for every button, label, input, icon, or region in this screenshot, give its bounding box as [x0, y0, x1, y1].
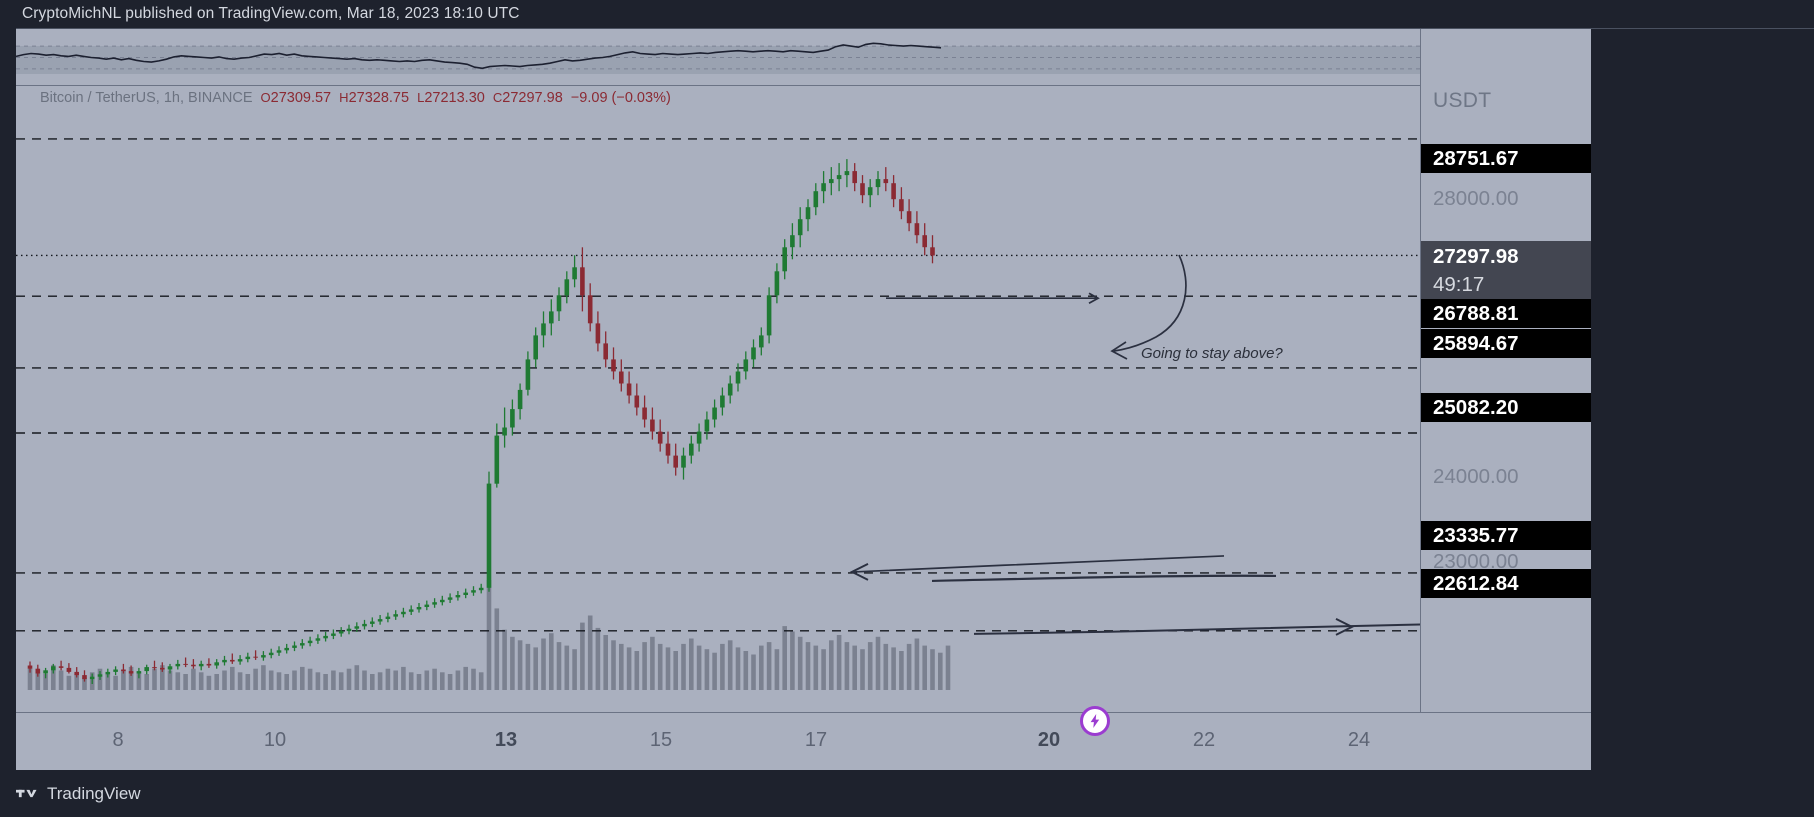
price-label-23000-00: 23000.00	[1433, 549, 1519, 573]
legend-close: 27297.98	[502, 90, 563, 106]
price-label-22612-84: 22612.84	[1421, 569, 1592, 598]
lightning-bolt-icon	[1090, 714, 1100, 728]
time-label-10: 10	[263, 729, 287, 751]
legend-ohlc: O27309.57 H27328.75 L27213.30 C27297.98 …	[261, 90, 671, 106]
bar-countdown: 49:17	[1433, 273, 1485, 296]
price-axis[interactable]: USDT 28751.67 28000.00 27297.98 49:17 26788.…	[1420, 29, 1592, 712]
right-gutter	[1591, 29, 1814, 771]
publication-credit: CryptoMichNL published on TradingView.co…	[22, 5, 520, 22]
tradingview-logo[interactable]: TradingView	[16, 784, 141, 804]
time-label-24: 24	[1347, 729, 1371, 751]
legend-close-key: C	[492, 90, 503, 105]
time-label-17: 17	[804, 729, 828, 751]
legend-open: 27309.57	[270, 90, 332, 106]
chart-legend[interactable]: Bitcoin / TetherUS, 1h, BINANCE O27309.57…	[40, 90, 671, 106]
legend-low: 27213.30	[424, 90, 485, 106]
time-label-20: 20	[1037, 729, 1061, 751]
price-pane	[16, 87, 1420, 712]
legend-symbol: Bitcoin / TetherUS, 1h, BINANCE	[40, 90, 253, 106]
price-label-25894-67: 25894.67	[1421, 329, 1592, 358]
tradingview-logo-text: TradingView	[47, 783, 141, 803]
oscillator-plot	[16, 42, 1420, 70]
time-label-15: 15	[649, 729, 673, 751]
price-label-24000-00: 24000.00	[1433, 464, 1519, 488]
legend-high-key: H	[339, 90, 349, 105]
current-price-value: 27297.98	[1433, 245, 1519, 268]
publication-header: CryptoMichNL published on TradingView.co…	[0, 0, 1814, 28]
price-label-26788-81: 26788.81	[1421, 299, 1592, 328]
oscillator-pane	[16, 29, 1420, 86]
annotation-text[interactable]: Going to stay above?	[1141, 345, 1283, 362]
time-label-13: 13	[494, 729, 518, 751]
legend-high: 27328.75	[348, 90, 410, 106]
time-axis[interactable]: 8 10 13 15 17 20 22 24	[16, 712, 1591, 771]
legend-open-key: O	[260, 90, 271, 105]
alert-badge[interactable]	[1080, 706, 1110, 736]
candlestick-plot	[16, 138, 1420, 690]
price-axis-currency: USDT	[1433, 89, 1492, 112]
footer: TradingView	[0, 770, 1814, 817]
price-label-23335-77: 23335.77	[1421, 521, 1592, 550]
chart-frame: Bitcoin / TetherUS, 1h, BINANCE O27309.57…	[16, 28, 1814, 771]
price-label-25082-20: 25082.20	[1421, 393, 1592, 422]
tradingview-logo-icon	[16, 789, 37, 798]
legend-change: −9.09 (−0.03%)	[570, 90, 671, 106]
legend-low-key: L	[417, 90, 425, 105]
price-label-28000-00: 28000.00	[1433, 186, 1519, 210]
time-label-8: 8	[112, 729, 124, 751]
price-label-28751-67: 28751.67	[1421, 144, 1592, 173]
price-label-27297-98: 27297.98 49:17	[1421, 241, 1592, 299]
time-label-22: 22	[1192, 729, 1216, 751]
